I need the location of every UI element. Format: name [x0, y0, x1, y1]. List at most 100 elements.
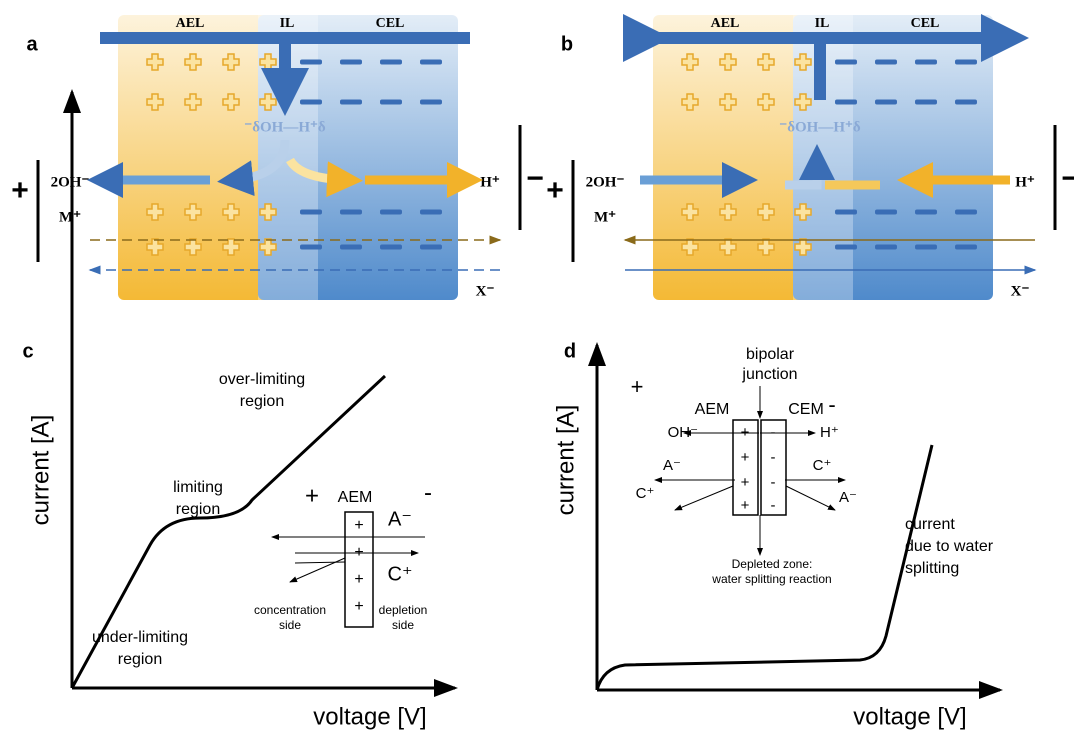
cation-arrow [295, 562, 345, 563]
region-label: over-limiting [219, 371, 305, 388]
axis-title: current [A] [552, 405, 579, 516]
fixed-negative-charge [955, 100, 977, 105]
ion-label: H⁺ [480, 174, 500, 190]
fixed-negative-charge [340, 60, 362, 65]
ion-label: A⁻ [663, 457, 681, 474]
side-label: depletion [379, 603, 428, 617]
panel-label: c [22, 340, 33, 362]
fixed-negative-charge [300, 100, 322, 105]
electrode-sign: + [546, 174, 564, 207]
fixed-negative-charge [875, 60, 897, 65]
fixed-negative-charge [955, 60, 977, 65]
layer-label: AEL [711, 16, 740, 31]
fixed-negative-charge [955, 245, 977, 250]
fixed-charge: + [741, 474, 750, 491]
fixed-negative-charge [915, 100, 937, 105]
fixed-charge: - [771, 424, 776, 441]
layer-label: IL [280, 16, 295, 31]
ion-label: 2OH⁻ [586, 174, 625, 190]
fixed-negative-charge [875, 100, 897, 105]
side-label: side [392, 618, 414, 632]
ion-label: A⁻ [388, 508, 412, 530]
figure: aAELILCEL⁻δOH—H⁺δ+−2OH⁻H⁺M⁺X⁻bAELILCEL⁻δ… [0, 0, 1074, 730]
fixed-negative-charge [835, 60, 857, 65]
fixed-negative-charge [915, 60, 937, 65]
fixed-negative-charge [915, 210, 937, 215]
fixed-negative-charge [380, 100, 402, 105]
fixed-negative-charge [340, 100, 362, 105]
electrode-sign: - [828, 392, 835, 417]
ion-label: H⁺ [820, 424, 839, 441]
layer-label: CEL [376, 16, 405, 31]
depleted-label: Depleted zone: [732, 557, 813, 571]
fixed-negative-charge [380, 210, 402, 215]
ion-label: A⁻ [839, 489, 857, 506]
fixed-negative-charge [875, 245, 897, 250]
electrode-sign: - [424, 479, 432, 506]
junction-label: junction [741, 366, 797, 383]
water-dissociation: ⁻δOH—H⁺δ [244, 119, 326, 135]
region-label: limiting [173, 479, 223, 496]
ion-label: C⁺ [636, 485, 655, 502]
fixed-negative-charge [420, 60, 442, 65]
region-label: region [118, 651, 162, 668]
fixed-charge: + [354, 517, 363, 534]
ion-label: H⁺ [1015, 174, 1035, 190]
layer-label: CEL [911, 16, 940, 31]
ion-label: M⁺ [594, 209, 616, 225]
electrode-sign: − [526, 162, 544, 195]
layer-label: AEL [176, 16, 205, 31]
panel-label: b [561, 33, 573, 55]
fixed-negative-charge [835, 210, 857, 215]
fixed-negative-charge [835, 100, 857, 105]
fixed-negative-charge [340, 245, 362, 250]
fixed-negative-charge [380, 245, 402, 250]
ion-label: OH⁻ [668, 424, 698, 441]
panel-label: d [564, 340, 576, 362]
fixed-negative-charge [420, 210, 442, 215]
fixed-charge: + [741, 449, 750, 466]
side-label: concentration [254, 603, 326, 617]
ion-label: 2OH⁻ [51, 174, 90, 190]
membrane-label: AEM [695, 401, 730, 418]
ion-label: M⁺ [59, 209, 81, 225]
water-dissociation: ⁻δOH—H⁺δ [779, 119, 861, 135]
region-label: current [905, 516, 955, 533]
axis-title: voltage [V] [853, 703, 966, 730]
layer-label: IL [815, 16, 830, 31]
fixed-negative-charge [340, 210, 362, 215]
ion-label: C⁺ [388, 563, 413, 585]
electrode-sign: − [1061, 162, 1074, 195]
junction-label: bipolar [746, 346, 795, 363]
electrode-sign: + [631, 374, 644, 399]
fixed-negative-charge [420, 100, 442, 105]
region-label: under-limiting [92, 629, 188, 646]
electrode-sign: + [11, 174, 29, 207]
ion-label: X⁻ [1011, 283, 1030, 299]
fixed-negative-charge [875, 210, 897, 215]
fixed-negative-charge [955, 210, 977, 215]
cation-arrow [290, 558, 345, 582]
membrane-label: AEM [338, 489, 373, 506]
fixed-charge: - [771, 449, 776, 466]
panel-label: a [26, 33, 38, 55]
region-label: due to water [905, 538, 994, 555]
axis-title: voltage [V] [313, 703, 426, 730]
fixed-negative-charge [835, 245, 857, 250]
fixed-charge: + [741, 424, 750, 441]
fixed-negative-charge [380, 60, 402, 65]
fixed-negative-charge [915, 245, 937, 250]
ion-arrow [786, 486, 835, 510]
region-label: region [176, 501, 220, 518]
region-label: region [240, 393, 284, 410]
ion-label: X⁻ [476, 283, 495, 299]
fixed-charge: - [771, 474, 776, 491]
electrode-sign: + [305, 482, 319, 509]
fixed-charge: + [354, 571, 363, 588]
fixed-charge: + [741, 497, 750, 514]
ion-arrow [675, 486, 733, 510]
fixed-negative-charge [300, 245, 322, 250]
fixed-charge: - [771, 497, 776, 514]
fixed-negative-charge [420, 245, 442, 250]
fixed-charge: + [354, 598, 363, 615]
